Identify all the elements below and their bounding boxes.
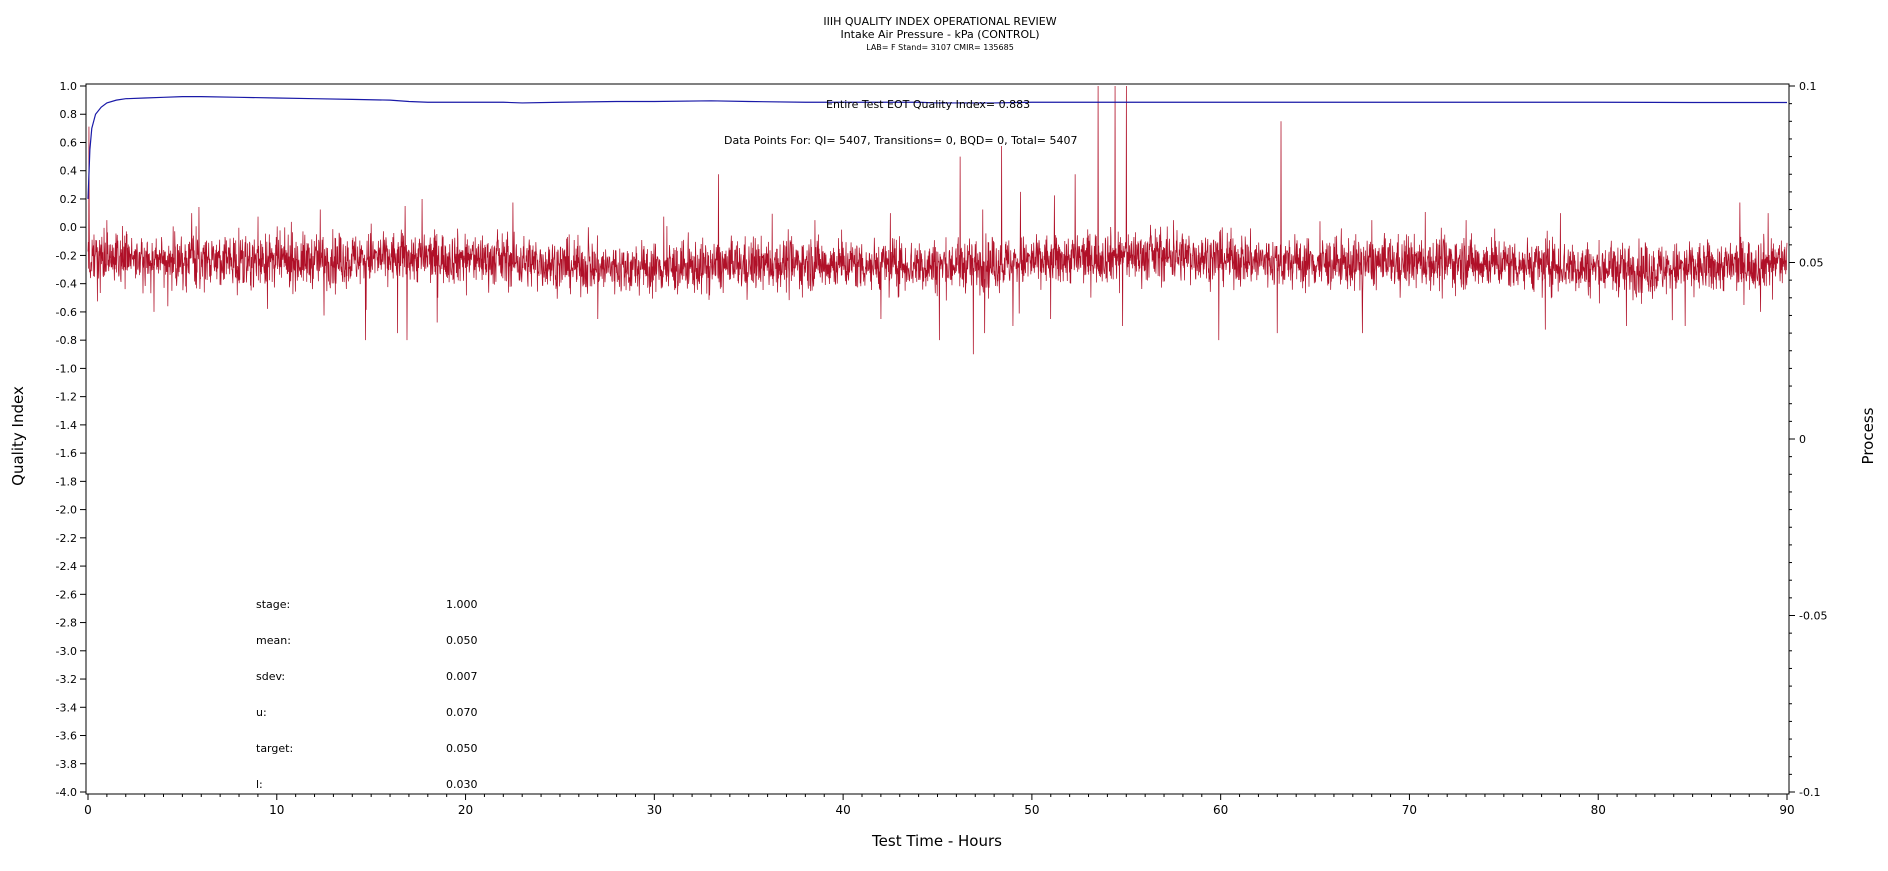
y-tick-label: -3.0: [56, 645, 77, 658]
x-tick-label: 10: [269, 803, 284, 817]
stat-label: stage:: [256, 598, 290, 611]
y-tick-label: -4.0: [56, 786, 77, 799]
process-line: [87, 85, 1788, 355]
plot-frame: [85, 83, 1790, 795]
x-tick-label: 20: [458, 803, 473, 817]
y-tick-label: 0.8: [60, 108, 78, 121]
x-axis: 0 10 20 30 40 50 60 70 80 90: [84, 794, 1795, 817]
y-tick-label: -3.4: [56, 701, 77, 714]
x-axis-label: Test Time - Hours: [871, 832, 1002, 850]
y-tick-label: -0.2: [56, 249, 77, 262]
y-tick-label: -2.8: [56, 617, 77, 630]
stat-value: 0.050: [446, 634, 478, 647]
quality-index-line: [87, 95, 1787, 199]
y-tick-label: 0.4: [60, 165, 78, 178]
y-tick-label: -1.0: [56, 362, 77, 375]
y-tick-label: -1.4: [56, 419, 77, 432]
y-tick-label: -2.6: [56, 588, 77, 601]
stat-label: u:: [256, 706, 267, 719]
y-tick-label: -2.4: [56, 560, 77, 573]
stat-label: mean:: [256, 634, 291, 647]
y-tick-label: -2.2: [56, 532, 77, 545]
x-tick-label: 70: [1402, 803, 1417, 817]
stat-value: 1.000: [446, 598, 478, 611]
x-tick-label: 30: [647, 803, 662, 817]
y-tick-label: 1.0: [60, 80, 78, 93]
x-tick-label: 50: [1024, 803, 1039, 817]
stat-value: 0.070: [446, 706, 478, 719]
quality-index-series: [87, 95, 1787, 199]
y-tick-label: 0.0: [60, 221, 78, 234]
y2-tick-label: 0: [1799, 433, 1806, 446]
chart-subtitle: Intake Air Pressure - kPa (CONTROL): [840, 28, 1039, 41]
stat-label: target:: [256, 742, 293, 755]
stat-label: sdev:: [256, 670, 285, 683]
y-tick-label: -3.6: [56, 730, 77, 743]
stat-value: 0.007: [446, 670, 478, 683]
data-points-annotation: Data Points For: QI= 5407, Transitions= …: [724, 134, 1078, 147]
x-tick-label: 90: [1779, 803, 1794, 817]
x-tick-label: 80: [1591, 803, 1606, 817]
x-tick-label: 60: [1213, 803, 1228, 817]
eot-quality-annotation: Entire Test EOT Quality Index= 0.883: [826, 98, 1030, 111]
chart-info: LAB= F Stand= 3107 CMIR= 135685: [866, 43, 1014, 52]
process-series: [87, 85, 1788, 355]
chart-title: IIIH QUALITY INDEX OPERATIONAL REVIEW: [823, 15, 1056, 28]
y2-tick-label: -0.05: [1799, 610, 1827, 623]
y-tick-label: -3.8: [56, 758, 77, 771]
y-tick-label: -0.6: [56, 306, 77, 319]
stat-label: l:: [256, 778, 263, 791]
left-y-axis: 1.0 0.8 0.6 0.4 0.2 0.0 -0.2 -0.4 -0.6 -0.8 -1.0 -1…: [56, 80, 86, 799]
stat-value: 0.050: [446, 742, 478, 755]
y-tick-label: -1.2: [56, 391, 77, 404]
x-tick-label: 0: [84, 803, 92, 817]
y-tick-label: -0.4: [56, 278, 77, 291]
y2-tick-label: 0.05: [1799, 257, 1824, 270]
y-tick-label: -1.8: [56, 475, 77, 488]
y-tick-label: -1.6: [56, 447, 77, 460]
y-tick-label: 0.6: [60, 136, 78, 149]
y2-tick-label: -0.1: [1799, 786, 1820, 799]
y-tick-label: -2.0: [56, 504, 77, 517]
y2-tick-label: 0.1: [1799, 80, 1817, 93]
stats-block: stage: 1.000 mean: 0.050 sdev: 0.007 u: 0.070 ta…: [256, 598, 478, 791]
x-tick-label: 40: [835, 803, 850, 817]
right-y-axis: 0.1 0.05 0 -0.05 -0.1: [1789, 80, 1827, 799]
y-tick-label: 0.2: [60, 193, 78, 206]
y-tick-label: -0.8: [56, 334, 77, 347]
stat-value: 0.030: [446, 778, 478, 791]
y-axis-label: Quality Index: [9, 386, 27, 486]
y2-axis-label: Process: [1859, 407, 1877, 464]
y-tick-label: -3.2: [56, 673, 77, 686]
